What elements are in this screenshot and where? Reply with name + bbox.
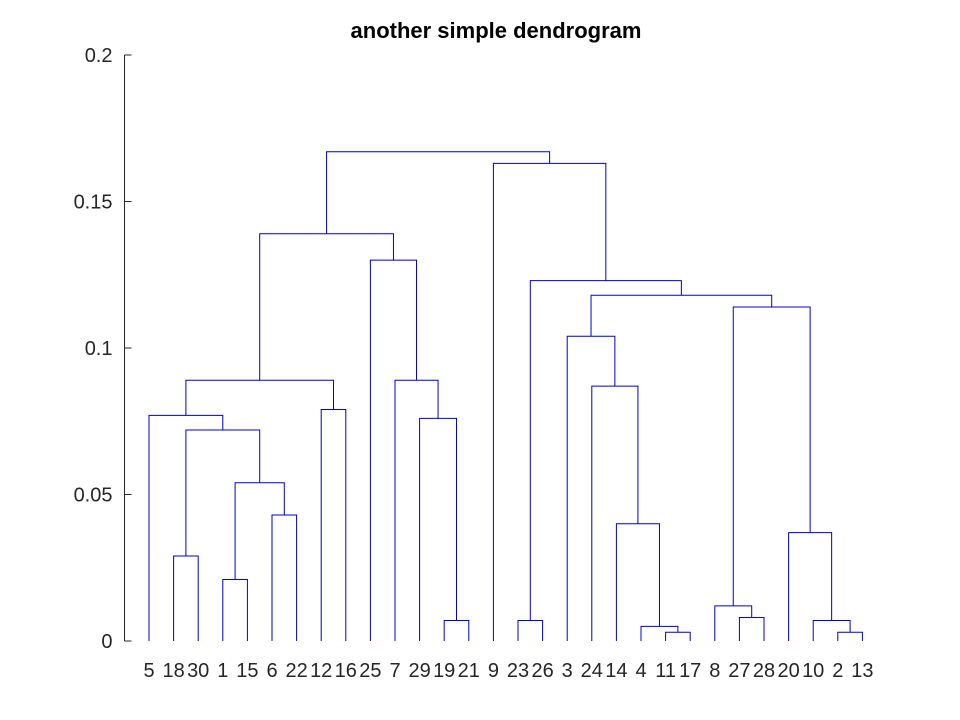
- dendrogram-link: [640, 625, 679, 641]
- dendrogram-link: [326, 151, 551, 234]
- leaf-label: 17: [679, 660, 701, 682]
- y-axis-ticks: 0 0.05 0.1 0.15 0.2: [74, 45, 132, 653]
- leaf-label: 30: [187, 660, 209, 682]
- leaf-label: 10: [802, 660, 824, 682]
- leaf-label: 28: [753, 660, 775, 682]
- leaf-label: 20: [777, 660, 799, 682]
- leaf-label: 5: [143, 660, 154, 682]
- leaf-label: 2: [832, 660, 843, 682]
- leaf-label: 14: [605, 660, 627, 682]
- dendrogram-link: [566, 335, 616, 641]
- dendrogram-link: [234, 482, 285, 580]
- dendrogram-link: [369, 259, 418, 641]
- dendrogram-link: [738, 617, 765, 641]
- leaf-label: 1: [217, 660, 228, 682]
- y-tick-label: 0.1: [85, 338, 113, 360]
- leaf-label: 25: [359, 660, 381, 682]
- dendrogram-link: [812, 619, 851, 641]
- y-tick-label: 0.15: [74, 192, 113, 214]
- leaf-label: 27: [728, 660, 750, 682]
- leaf-label: 18: [162, 660, 184, 682]
- dendrogram-link: [788, 532, 833, 641]
- leaf-label: 15: [236, 660, 258, 682]
- dendrogram-link: [590, 294, 773, 337]
- leaf-label: 9: [488, 660, 499, 682]
- leaf-label: 26: [531, 660, 553, 682]
- leaf-label: 21: [458, 660, 480, 682]
- leaf-label: 8: [709, 660, 720, 682]
- dendrogram-link: [714, 605, 753, 641]
- dendrogram-link: [591, 385, 639, 641]
- leaf-label: 3: [562, 660, 573, 682]
- dendrogram-link: [271, 514, 298, 641]
- dendrogram-link: [185, 379, 334, 416]
- leaf-label: 24: [581, 660, 603, 682]
- leaf-label: 23: [507, 660, 529, 682]
- dendrogram-link: [837, 631, 863, 641]
- y-tick-label: 0.2: [85, 45, 113, 67]
- leaf-label: 11: [655, 660, 676, 682]
- dendrogram-link: [665, 631, 691, 641]
- y-tick-label: 0.05: [74, 485, 113, 507]
- dendrogram-link: [394, 379, 439, 641]
- leaf-label: 6: [266, 660, 277, 682]
- dendrogram-link: [732, 306, 811, 606]
- dendrogram-link: [443, 619, 470, 641]
- leaf-label: 19: [433, 660, 455, 682]
- chart-title: another simple dendrogram: [351, 18, 642, 43]
- dendrogram-link: [173, 555, 199, 641]
- leaf-label: 12: [310, 660, 332, 682]
- dendrogram-link: [185, 429, 261, 557]
- dendrogram-links: [148, 151, 863, 641]
- leaf-label: 29: [408, 660, 430, 682]
- leaf-label: 16: [335, 660, 357, 682]
- dendrogram-link: [517, 619, 544, 641]
- dendrogram-link: [320, 409, 347, 641]
- dendrogram-link: [529, 280, 682, 621]
- dendrogram-link: [222, 578, 248, 641]
- leaf-labels: 5 18 30 1 15 6 22 12 16 25 7 29 19 21 9 23 26 3 24 14 4 11 17 8…: [143, 660, 873, 682]
- dendrogram-link: [615, 523, 660, 641]
- dendrogram-link: [419, 417, 457, 641]
- leaf-label: 22: [285, 660, 307, 682]
- dendrogram-link: [259, 233, 394, 381]
- leaf-label: 7: [389, 660, 400, 682]
- y-tick-label: 0: [101, 631, 112, 653]
- leaf-label: 13: [851, 660, 873, 682]
- dendrogram-link: [492, 162, 607, 641]
- leaf-label: 4: [635, 660, 646, 682]
